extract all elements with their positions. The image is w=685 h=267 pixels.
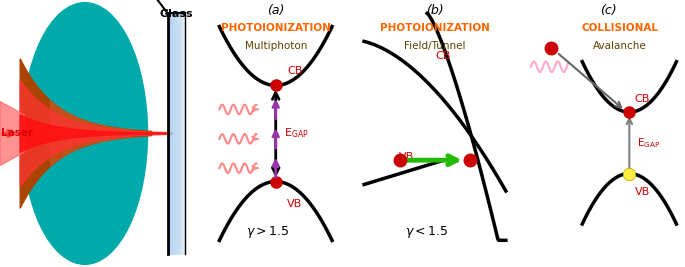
Polygon shape (51, 101, 132, 166)
Text: CB: CB (634, 94, 650, 104)
Text: VB: VB (399, 152, 414, 162)
Text: PHOTOIONIZATION: PHOTOIONIZATION (221, 23, 331, 33)
Bar (168, 13, 169, 254)
Text: Glass: Glass (160, 9, 193, 19)
Polygon shape (21, 59, 151, 208)
Text: $\gamma < 1.5$: $\gamma < 1.5$ (406, 224, 449, 240)
Bar (177, 13, 179, 254)
Text: CB: CB (287, 66, 303, 76)
Text: CB: CB (435, 52, 451, 61)
Bar (184, 13, 185, 254)
Bar (171, 13, 172, 254)
Text: $\gamma > 1.5$: $\gamma > 1.5$ (246, 224, 290, 240)
Text: Field/Tunnel: Field/Tunnel (404, 41, 466, 51)
Bar (182, 13, 183, 254)
Polygon shape (21, 115, 172, 152)
Bar (172, 13, 173, 254)
Bar (174, 13, 175, 254)
Bar (170, 13, 171, 254)
Bar (175, 13, 176, 254)
Ellipse shape (22, 3, 147, 264)
Text: (a): (a) (267, 4, 284, 17)
Text: Multiphoton: Multiphoton (245, 41, 307, 51)
Bar (173, 13, 174, 254)
Text: VB: VB (634, 187, 650, 197)
Bar (185, 13, 186, 254)
Text: Laser: Laser (1, 128, 33, 139)
Text: Avalanche: Avalanche (593, 41, 647, 51)
Bar (183, 13, 184, 254)
Polygon shape (0, 101, 24, 166)
Text: PHOTOIONIZATION: PHOTOIONIZATION (380, 23, 490, 33)
Text: E$_{\rm GAP}$: E$_{\rm GAP}$ (637, 136, 660, 150)
Text: (b): (b) (426, 4, 444, 17)
Bar (180, 13, 182, 254)
Text: COLLISIONAL: COLLISIONAL (582, 23, 658, 33)
Text: VB: VB (288, 199, 303, 209)
Bar (169, 13, 170, 254)
Polygon shape (21, 80, 172, 187)
Bar (176, 13, 177, 254)
Text: (c): (c) (599, 4, 616, 17)
Bar (179, 13, 180, 254)
Text: E$_{\rm GAP}$: E$_{\rm GAP}$ (284, 127, 309, 140)
